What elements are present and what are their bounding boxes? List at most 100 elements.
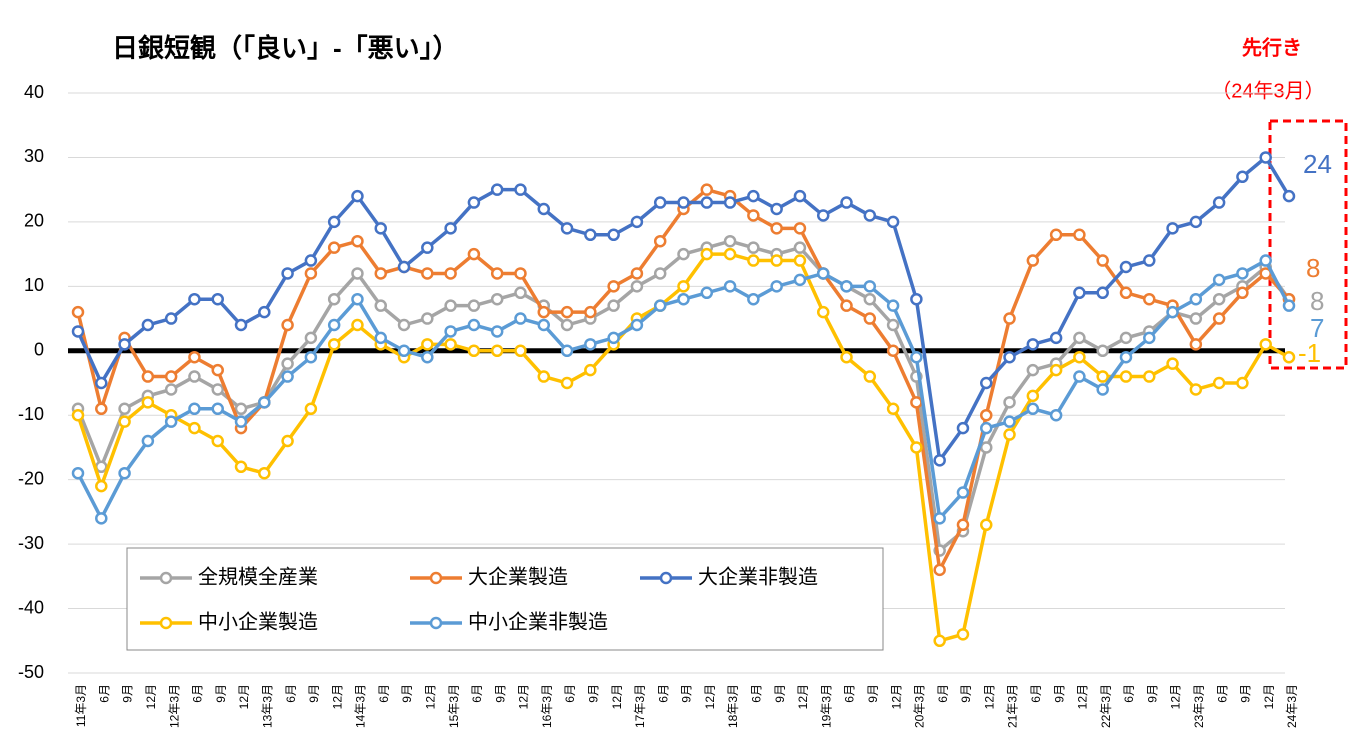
point [537, 202, 551, 216]
point [747, 209, 760, 222]
point [1026, 254, 1040, 267]
x-tick-label: 12月 [1076, 684, 1090, 709]
forecast-title: 先行き [1242, 35, 1302, 59]
point [281, 434, 294, 448]
point [141, 434, 155, 448]
point [1003, 396, 1016, 409]
point [490, 183, 504, 196]
legend-marker [429, 571, 443, 585]
point [1073, 370, 1086, 383]
point [1143, 254, 1156, 267]
x-tick-label: 15年3月 [447, 684, 461, 728]
point [1003, 350, 1016, 364]
point [630, 318, 644, 332]
x-tick-label: 12月 [610, 684, 624, 709]
point [980, 518, 993, 532]
point [700, 286, 714, 300]
y-tick-label: 40 [24, 82, 44, 102]
x-tick-label: 24年3月 [1285, 684, 1299, 728]
point [467, 344, 481, 358]
point [141, 318, 155, 332]
point [327, 215, 341, 229]
point [421, 350, 434, 364]
point [281, 267, 294, 280]
point [793, 222, 807, 235]
point [1096, 383, 1109, 396]
point [980, 376, 993, 390]
forecast-subtitle: （24年3月） [1211, 79, 1324, 102]
point [327, 318, 341, 332]
point [840, 299, 853, 312]
point [1236, 267, 1249, 280]
x-tick-label: 18年3月 [726, 684, 740, 728]
legend-marker [659, 571, 673, 585]
point [560, 318, 574, 332]
point [816, 305, 830, 319]
point [188, 292, 201, 306]
point [327, 292, 341, 306]
point [770, 280, 783, 293]
point [630, 280, 644, 293]
point [374, 299, 387, 312]
x-tick-label: 17年3月 [633, 684, 647, 728]
plot: 88 24 -17 [71, 149, 1332, 648]
point [351, 318, 364, 332]
point [118, 415, 131, 428]
point [584, 338, 597, 351]
point [747, 292, 760, 306]
point [490, 292, 504, 306]
point [281, 318, 294, 332]
point [886, 215, 900, 229]
point [1212, 273, 1226, 287]
x-tick-label: 6月 [97, 684, 111, 703]
x-tick-label: 9月 [307, 684, 321, 703]
point [630, 215, 644, 229]
x-tick-label: 12年3月 [167, 684, 181, 728]
point [700, 247, 714, 261]
point [397, 344, 411, 358]
point [234, 402, 248, 416]
point [630, 267, 644, 280]
chart-title: 日銀短観（「良い」-「悪い」） [112, 33, 459, 63]
legend-label: 大企業製造 [468, 565, 568, 588]
point [327, 241, 341, 254]
point [490, 325, 504, 338]
point [1119, 350, 1133, 364]
point [95, 512, 108, 525]
point [723, 247, 737, 261]
x-tick-label: 13年3月 [260, 684, 274, 728]
x-tick-label: 12月 [517, 684, 531, 709]
x-tick-label: 12月 [982, 684, 996, 709]
point [397, 318, 411, 332]
point [304, 254, 318, 267]
x-tick-label: 6月 [470, 684, 484, 703]
point [956, 518, 970, 532]
x-tick-label: 23年3月 [1192, 684, 1206, 728]
point [95, 479, 108, 493]
point [1166, 222, 1179, 235]
point [816, 209, 830, 222]
point [1212, 196, 1226, 209]
point [1259, 151, 1272, 164]
point [71, 408, 85, 422]
x-tick-label: 20年3月 [913, 684, 927, 728]
point [537, 305, 551, 319]
point [1236, 170, 1249, 184]
point [560, 344, 574, 358]
point [421, 312, 434, 325]
point [164, 383, 178, 396]
point [211, 292, 224, 306]
x-tick-label: 12月 [144, 684, 158, 709]
point [1166, 305, 1179, 319]
point [584, 363, 597, 377]
point [933, 512, 946, 525]
point [1143, 370, 1156, 383]
point [95, 402, 108, 416]
point [1189, 292, 1203, 306]
point [863, 280, 877, 293]
point [560, 222, 574, 235]
point [770, 254, 783, 267]
point [1236, 286, 1249, 300]
point [677, 280, 690, 293]
point [1003, 312, 1016, 325]
